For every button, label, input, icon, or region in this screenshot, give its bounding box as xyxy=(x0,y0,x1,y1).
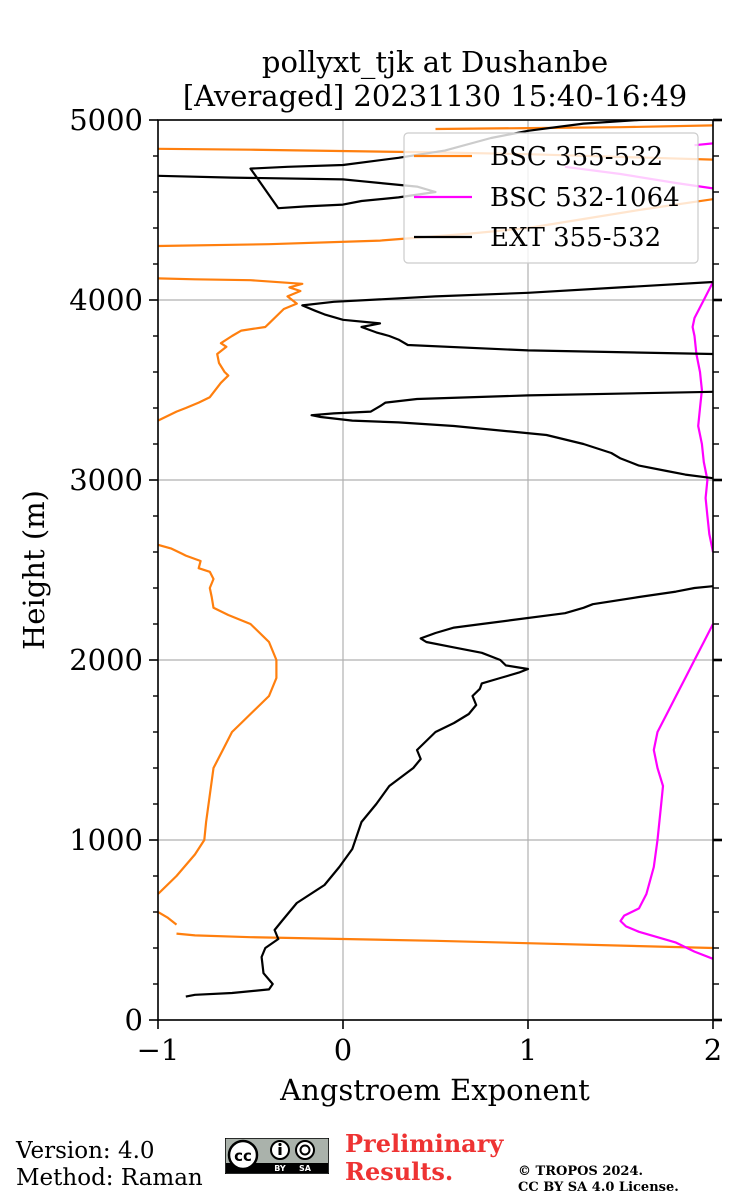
series-line-bsc-355-532 xyxy=(158,277,304,422)
series-lines xyxy=(158,120,713,998)
x-tick-label: −1 xyxy=(137,1033,180,1067)
cc-sa-text: SA xyxy=(299,1164,312,1173)
y-tick-label: 5000 xyxy=(69,103,143,137)
series-line-bsc-355-532 xyxy=(176,932,713,950)
plot-frame xyxy=(157,119,714,1021)
series-line-bsc-532-1064 xyxy=(691,281,713,553)
legend-label-bsc-532-1064: BSC 532-1064 xyxy=(490,183,680,213)
y-tick-label: 0 xyxy=(125,1003,143,1037)
chart-title: pollyxt_tjk at Dushanbe xyxy=(262,45,608,80)
series-line-ext-355-532 xyxy=(301,280,713,356)
y-axis-label: Height (m) xyxy=(17,490,51,650)
y-tick-label: 1000 xyxy=(69,823,143,857)
y-tick-label: 3000 xyxy=(69,463,143,497)
y-tick-label: 4000 xyxy=(69,283,143,317)
x-tick-label: 0 xyxy=(334,1033,352,1067)
angstroem-profile-chart: pollyxt_tjk at Dushanbe [Averaged] 20231… xyxy=(17,45,722,1107)
copyright-line-2: CC BY SA 4.0 License. xyxy=(518,1180,679,1195)
y-tick-label: 2000 xyxy=(69,643,143,677)
series-line-bsc-355-532 xyxy=(158,911,178,926)
legend-box xyxy=(403,132,699,264)
x-axis-label: Angstroem Exponent xyxy=(279,1073,590,1107)
cc-logo-text: cc xyxy=(234,1147,252,1165)
legend: BSC 355-532 BSC 532-1064 EXT 355-532 xyxy=(403,132,699,264)
series-line-bsc-532-1064 xyxy=(619,623,713,960)
copyright-line-1: © TROPOS 2024. xyxy=(518,1164,644,1179)
method-text: Method: Raman xyxy=(16,1165,203,1191)
cc-by-text: BY xyxy=(274,1164,286,1173)
cc-by-sa-logo: cc BY SA xyxy=(225,1138,329,1174)
legend-label-bsc-355-532: BSC 355-532 xyxy=(490,142,663,172)
version-text: Version: 4.0 xyxy=(16,1138,155,1164)
x-tick-label: 2 xyxy=(704,1033,722,1067)
series-line-ext-355-532 xyxy=(185,585,713,998)
preliminary-line-1: Preliminary xyxy=(345,1129,504,1158)
legend-label-ext-355-532: EXT 355-532 xyxy=(490,223,661,253)
x-tick-label: 1 xyxy=(519,1033,537,1067)
series-line-bsc-355-532 xyxy=(158,543,278,895)
preliminary-line-2: Results. xyxy=(345,1157,454,1186)
series-line-bsc-355-532 xyxy=(435,124,713,131)
series-line-ext-355-532 xyxy=(310,390,713,480)
chart-subtitle: [Averaged] 20231130 15:40-16:49 xyxy=(183,79,687,113)
